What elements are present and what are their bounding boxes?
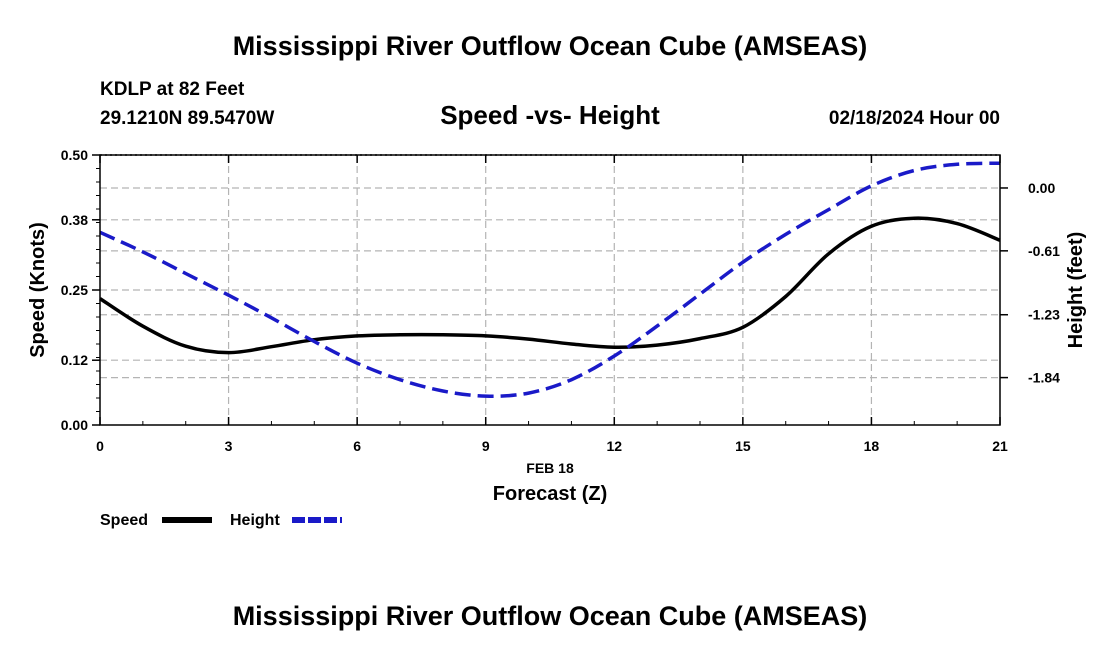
legend-speed-label: Speed	[100, 512, 148, 529]
forecast-datetime: 02/18/2024 Hour 00	[829, 108, 1000, 129]
x-tick-label: 21	[992, 438, 1008, 454]
y2-tick-label: -0.61	[1028, 243, 1060, 259]
y-axis-label: Speed (Knots)	[27, 222, 49, 358]
page-title: Mississippi River Outflow Ocean Cube (AM…	[233, 31, 868, 61]
x-tick-label: 18	[864, 438, 880, 454]
x-tick-label: 9	[482, 438, 490, 454]
x-tick-label: 15	[735, 438, 751, 454]
y2-tick-label: 0.00	[1028, 180, 1055, 196]
station-coords: 29.1210N 89.5470W	[100, 108, 274, 129]
date-label: FEB 18	[526, 460, 574, 476]
y2-tick-label: -1.84	[1028, 370, 1060, 386]
axes: 0 3 6 9 12 15 18 21 0.00 0.12 0.25 0.38 0.50 -1.84 -1.…	[61, 147, 1060, 454]
station-name: KDLP at 82 Feet	[100, 79, 245, 100]
x-tick-label: 3	[225, 438, 233, 454]
grid	[100, 154, 1000, 425]
x-axis-label: Forecast (Z)	[493, 483, 607, 505]
y-tick-label: 0.00	[61, 417, 88, 433]
legend-height-label: Height	[230, 512, 280, 529]
speed-series-line	[99, 216, 1001, 355]
legend: Speed Height	[100, 512, 342, 529]
y-tick-label: 0.38	[61, 212, 88, 228]
series-layer	[99, 161, 1001, 398]
height-series-line	[99, 161, 1001, 398]
x-tick-label: 12	[606, 438, 622, 454]
x-tick-label: 0	[96, 438, 104, 454]
x-tick-label: 6	[353, 438, 361, 454]
footer-title: Mississippi River Outflow Ocean Cube (AM…	[233, 601, 868, 631]
y-tick-label: 0.50	[61, 147, 88, 163]
y2-axis-label: Height (feet)	[1065, 232, 1087, 349]
y-tick-label: 0.25	[61, 282, 88, 298]
chart-title: Speed -vs- Height	[440, 100, 660, 130]
y-tick-label: 0.12	[61, 352, 88, 368]
y2-tick-label: -1.23	[1028, 307, 1060, 323]
